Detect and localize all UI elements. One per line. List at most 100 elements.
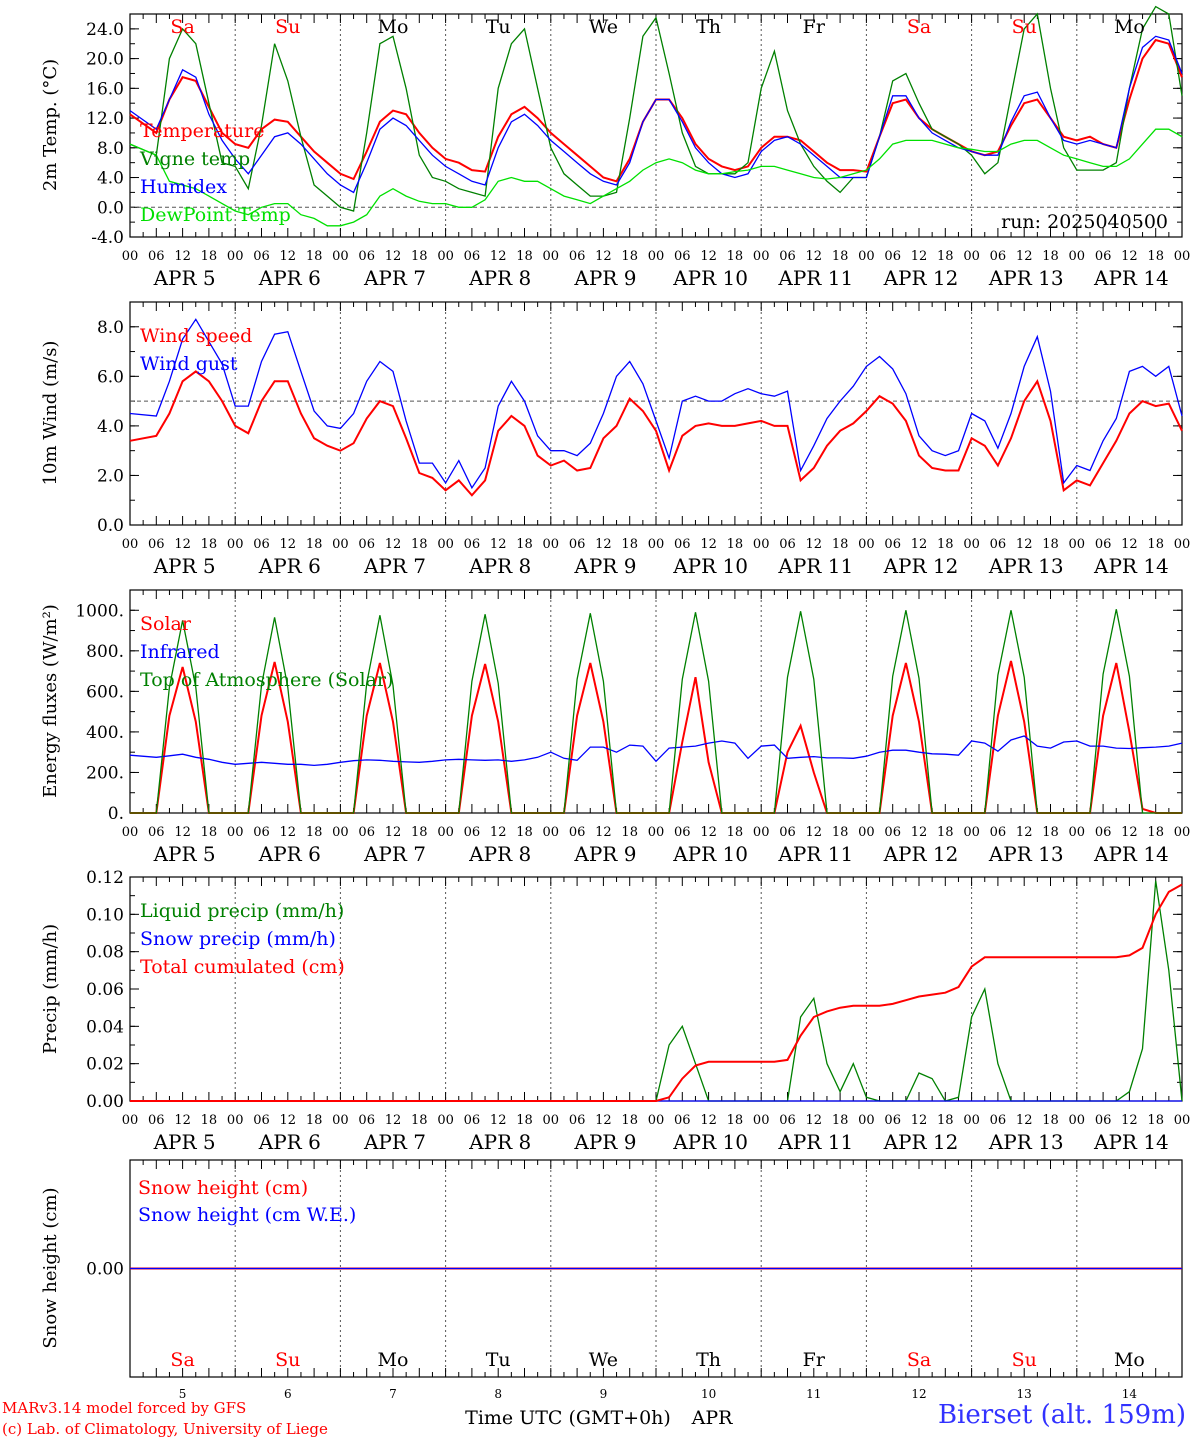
hour-tick-label: 18 [621,825,638,840]
hour-tick-label: 12 [490,1113,507,1128]
hour-tick-label: 00 [1069,1113,1086,1128]
hour-tick-label: 18 [411,1113,428,1128]
hour-tick-label: 18 [306,249,323,264]
hour-tick-label: 18 [1147,249,1164,264]
hour-tick-label: 06 [464,825,481,840]
hour-tick-label: 00 [437,249,454,264]
hour-tick-label: 12 [385,825,402,840]
hour-tick-label: 12 [1016,249,1033,264]
hour-tick-label: 18 [727,1113,744,1128]
x-axis-title: Time UTC (GMT+0h) [465,1407,671,1429]
y-tick-label: -4.0 [91,228,124,248]
hour-tick-label: 00 [858,249,875,264]
date-label: APR 10 [672,1130,748,1154]
date-label: APR 14 [1093,1130,1169,1154]
hour-tick-label: 06 [1095,537,1112,552]
hour-tick-label: 12 [490,537,507,552]
hour-tick-label: 00 [437,537,454,552]
hour-tick-label: 18 [201,825,218,840]
legend-entry: Snow height (cm W.E.) [138,1204,356,1226]
hour-tick-label: 18 [411,825,428,840]
hour-tick-label: 18 [516,537,533,552]
day-number-label: 13 [1017,1387,1032,1401]
hour-tick-label: 12 [595,825,612,840]
hour-tick-label: 18 [411,537,428,552]
date-label: APR 7 [363,842,426,866]
legend-entry: Snow height (cm) [138,1177,308,1199]
hour-tick-label: 06 [569,1113,586,1128]
hour-tick-label: 18 [306,825,323,840]
weekday-label: Mo [1114,16,1145,38]
hour-tick-label: 00 [648,537,665,552]
panel-3 [129,589,1183,814]
hour-tick-label: 06 [990,249,1007,264]
hour-tick-label: 00 [1174,249,1191,264]
y-tick-label: 0.08 [86,943,124,963]
hour-tick-label: 12 [385,249,402,264]
hour-tick-label: 18 [1042,1113,1059,1128]
day-number-label: 12 [911,1387,926,1401]
weekday-label: Mo [378,16,409,38]
hour-tick-label: 00 [543,825,560,840]
legend-entry: Solar [140,613,192,635]
hour-tick-label: 00 [1069,825,1086,840]
hour-tick-label: 00 [648,1113,665,1128]
hour-tick-label: 06 [1095,249,1112,264]
hour-tick-label: 12 [280,249,297,264]
date-label: APR 12 [883,266,959,290]
hour-tick-label: 12 [806,1113,823,1128]
date-label: APR 12 [883,1130,959,1154]
date-label: APR 6 [258,1130,321,1154]
date-label: APR 13 [988,842,1064,866]
hour-tick-label: 00 [648,249,665,264]
y-axis-title: Snow height (cm) [40,1187,61,1348]
hour-tick-label: 18 [306,1113,323,1128]
hour-tick-label: 18 [1042,537,1059,552]
day-number-label: 6 [284,1387,292,1401]
y-axis-title: Energy fluxes (W/m²) [40,604,61,798]
station-name: Bierset (alt. 159m) [937,1400,1186,1430]
hour-tick-label: 12 [174,249,191,264]
date-label: APR 11 [777,266,853,290]
hour-tick-label: 18 [621,537,638,552]
hour-tick-label: 18 [201,1113,218,1128]
day-number-label: 8 [494,1387,502,1401]
y-tick-label: 0.10 [86,905,124,925]
date-label: APR 8 [468,266,531,290]
hour-tick-label: 18 [727,537,744,552]
hour-tick-label: 18 [832,537,849,552]
date-label: APR 5 [153,1130,216,1154]
hour-tick-label: 12 [174,1113,191,1128]
hour-tick-label: 00 [753,1113,770,1128]
hour-tick-label: 06 [253,537,270,552]
series-line-total-cumulated-cm- [130,883,1183,1102]
hour-tick-label: 00 [227,1113,244,1128]
date-label: APR 6 [258,554,321,578]
hour-tick-label: 06 [990,825,1007,840]
series-line-top-of-atmosphere-solar- [130,609,1182,814]
y-tick-label: 2.0 [97,466,124,486]
weekday-label: Sa [170,16,194,38]
hour-tick-label: 18 [1042,249,1059,264]
hour-tick-label: 06 [884,249,901,264]
legend-entry: Infrared [140,641,220,663]
y-tick-label: 600. [86,682,124,702]
hour-tick-label: 06 [464,249,481,264]
weekday-label: Su [275,1349,300,1371]
hour-tick-label: 00 [332,1113,349,1128]
date-label: APR 13 [988,266,1064,290]
hour-tick-label: 06 [884,825,901,840]
y-tick-label: 20.0 [86,50,124,70]
y-tick-label: 0. [108,804,124,824]
hour-tick-label: 00 [963,537,980,552]
hour-tick-label: 06 [358,825,375,840]
hour-tick-label: 06 [884,1113,901,1128]
hour-tick-label: 06 [358,249,375,264]
hour-tick-label: 18 [516,1113,533,1128]
hour-tick-label: 06 [779,825,796,840]
y-tick-label: 6.0 [97,367,124,387]
model-credit: MARv3.14 model forced by GFS [2,1399,247,1417]
hour-tick-label: 12 [911,825,928,840]
hour-tick-label: 06 [148,1113,165,1128]
